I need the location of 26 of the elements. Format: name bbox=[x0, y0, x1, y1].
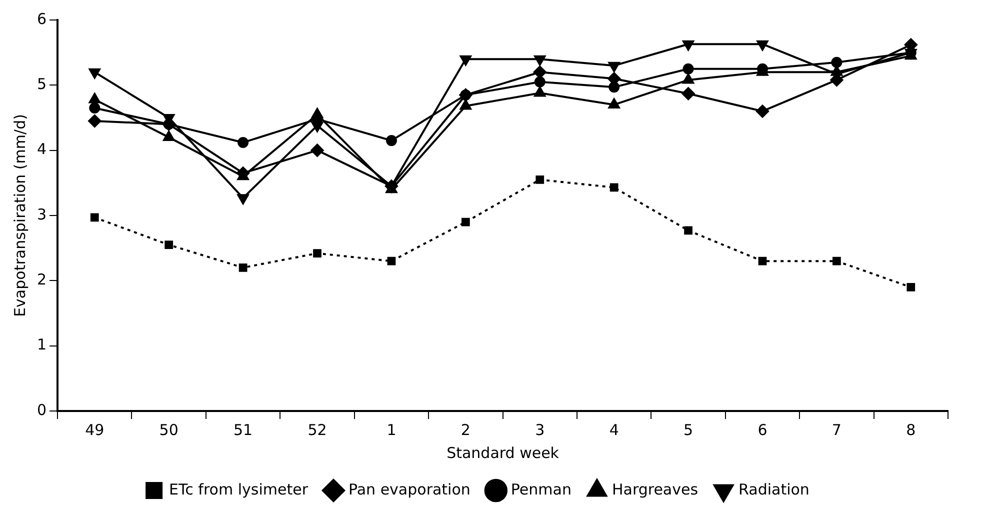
legend-label: ETc from lysimeter bbox=[169, 480, 309, 498]
legend-label: Hargreaves bbox=[612, 480, 698, 498]
legend-label: Radiation bbox=[738, 480, 810, 498]
x-tick-label: 4 bbox=[609, 420, 619, 439]
x-tick-label: 7 bbox=[832, 420, 842, 439]
y-tick-label: 5 bbox=[36, 75, 47, 94]
legend-label: Pan evaporation bbox=[348, 480, 470, 498]
x-tick-label: 6 bbox=[758, 420, 768, 439]
x-tick-label: 5 bbox=[684, 420, 694, 439]
y-axis-title: Evapotranspiration (mm/d) bbox=[10, 114, 29, 317]
x-tick-label: 52 bbox=[308, 420, 327, 439]
x-axis-title: Standard week bbox=[446, 444, 560, 462]
x-tick-label: 8 bbox=[906, 420, 916, 439]
x-tick-label: 3 bbox=[535, 420, 545, 439]
x-tick-label: 1 bbox=[386, 420, 396, 439]
x-tick-label: 51 bbox=[234, 420, 253, 439]
y-tick-label: 2 bbox=[36, 270, 47, 289]
y-tick-label: 0 bbox=[36, 400, 47, 419]
y-tick-label: 4 bbox=[36, 140, 47, 158]
y-tick-label: 6 bbox=[36, 10, 47, 28]
y-tick-label: 1 bbox=[36, 336, 47, 354]
y-tick-label: 3 bbox=[36, 205, 47, 224]
legend-label: Penman bbox=[510, 480, 572, 498]
x-tick-label: 49 bbox=[85, 420, 104, 439]
x-tick-label: 2 bbox=[460, 420, 470, 439]
x-tick-label: 50 bbox=[159, 420, 178, 439]
